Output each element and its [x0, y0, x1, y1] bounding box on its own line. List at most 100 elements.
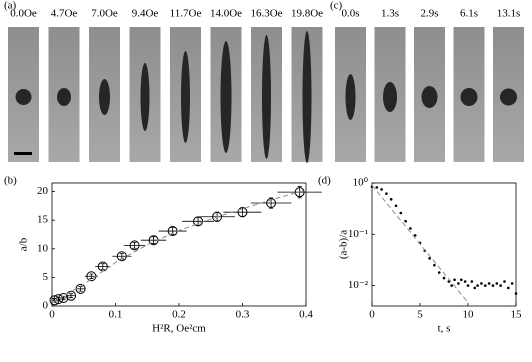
data-marker — [116, 251, 127, 262]
y-error-bar — [132, 242, 137, 249]
y-tick-label: 20 — [37, 185, 49, 197]
data-dot — [450, 284, 453, 287]
data-dot — [473, 286, 477, 290]
data-dot — [389, 198, 393, 201]
data-dot — [413, 234, 417, 237]
droplet — [500, 88, 517, 106]
frame-label: 13.1s — [497, 8, 521, 20]
droplet — [15, 89, 32, 105]
frame-label: 14.0Oe — [210, 8, 242, 20]
data-marker — [129, 240, 140, 251]
droplet — [345, 74, 356, 120]
data-marker — [193, 216, 204, 227]
data-dot — [487, 282, 491, 285]
y-tick-label: 0 — [43, 300, 49, 312]
data-dot — [514, 292, 518, 295]
scale-bar — [14, 152, 32, 155]
y-axis-label: a/b — [18, 237, 30, 251]
data-marker — [266, 198, 277, 209]
panel-label: (b) — [4, 175, 17, 187]
droplet — [302, 31, 312, 163]
frame-label: 9.4Oe — [132, 8, 159, 20]
data-dot — [437, 271, 441, 274]
data-dot — [503, 280, 506, 283]
data-dot — [428, 257, 431, 260]
fit-line — [51, 189, 307, 304]
data-dot — [499, 284, 502, 287]
x-tick-label: 15 — [511, 309, 523, 321]
y-tick-label: 5 — [43, 271, 49, 283]
frame-label: 19.8Oe — [291, 8, 323, 20]
data-dot — [495, 282, 499, 285]
data-marker — [53, 294, 64, 305]
data-dot — [394, 204, 398, 208]
y-tick-label: 15 — [37, 214, 49, 226]
data-dot — [404, 219, 407, 223]
droplet — [383, 82, 397, 112]
frame-label: 6.1s — [460, 8, 478, 20]
frame-label: 0.0s — [341, 8, 359, 20]
data-dot — [433, 263, 436, 267]
x-axis-label: t, s — [438, 323, 451, 335]
y-error-bar — [151, 236, 156, 245]
droplet — [57, 88, 71, 106]
droplet — [460, 88, 478, 106]
y-tick-label: 10⁻¹ — [348, 228, 368, 240]
x-tick-label: 0.2 — [172, 309, 186, 321]
droplet — [140, 63, 150, 131]
y-error-bar — [100, 263, 105, 270]
data-dot — [385, 192, 388, 195]
panel-label: (d) — [318, 175, 331, 187]
frame-label: 16.3Oe — [250, 8, 282, 20]
y-tick-label: 10⁰ — [353, 177, 369, 189]
y-axis-label: (a-b)/a — [338, 230, 350, 259]
x-tick-label: 10 — [463, 309, 475, 321]
data-dot — [510, 282, 514, 285]
x-tick-label: 0.4 — [299, 309, 313, 321]
x-axis-label: H²R, Oe²cm — [152, 323, 206, 335]
frame-label: 11.7Oe — [170, 8, 202, 20]
data-marker — [212, 211, 223, 222]
data-marker — [66, 290, 77, 301]
data-marker — [294, 187, 305, 198]
data-dot — [483, 284, 487, 287]
data-dot — [476, 284, 479, 287]
data-dot — [457, 282, 460, 285]
data-dot — [375, 186, 379, 189]
plot-frame — [371, 182, 517, 307]
data-dot — [491, 284, 495, 287]
x-tick-label: 0 — [369, 309, 375, 321]
data-dot — [447, 280, 451, 283]
y-error-bar — [69, 293, 74, 299]
frame-label: 4.7Oe — [51, 8, 78, 20]
data-dot — [463, 280, 467, 283]
panel-label: (c) — [330, 0, 343, 12]
panel-label: (a) — [4, 0, 17, 12]
frame-label: 7.0Oe — [91, 8, 118, 20]
y-tick-label: 10 — [37, 242, 49, 254]
data-dot — [459, 278, 463, 282]
plot-frame — [51, 182, 307, 307]
droplet — [181, 51, 190, 143]
data-dot — [442, 276, 446, 280]
data-dot — [466, 284, 470, 287]
x-tick-label: 0 — [49, 309, 55, 321]
data-dot — [470, 280, 474, 283]
y-tick-label: 10⁻² — [348, 279, 369, 291]
droplet — [421, 86, 438, 108]
data-dot — [480, 282, 483, 285]
data-dot — [399, 211, 403, 215]
y-error-bar — [89, 273, 94, 279]
data-marker — [237, 207, 248, 218]
frame-label: 2.9s — [420, 8, 438, 20]
data-dot — [453, 278, 456, 282]
data-dot — [380, 188, 383, 191]
data-dot — [507, 286, 510, 290]
droplet — [99, 79, 110, 115]
frame-label: 0.0Oe — [10, 8, 37, 20]
fit-line — [371, 185, 469, 303]
data-marker — [58, 292, 69, 303]
droplet — [220, 41, 232, 153]
droplet — [262, 35, 271, 159]
